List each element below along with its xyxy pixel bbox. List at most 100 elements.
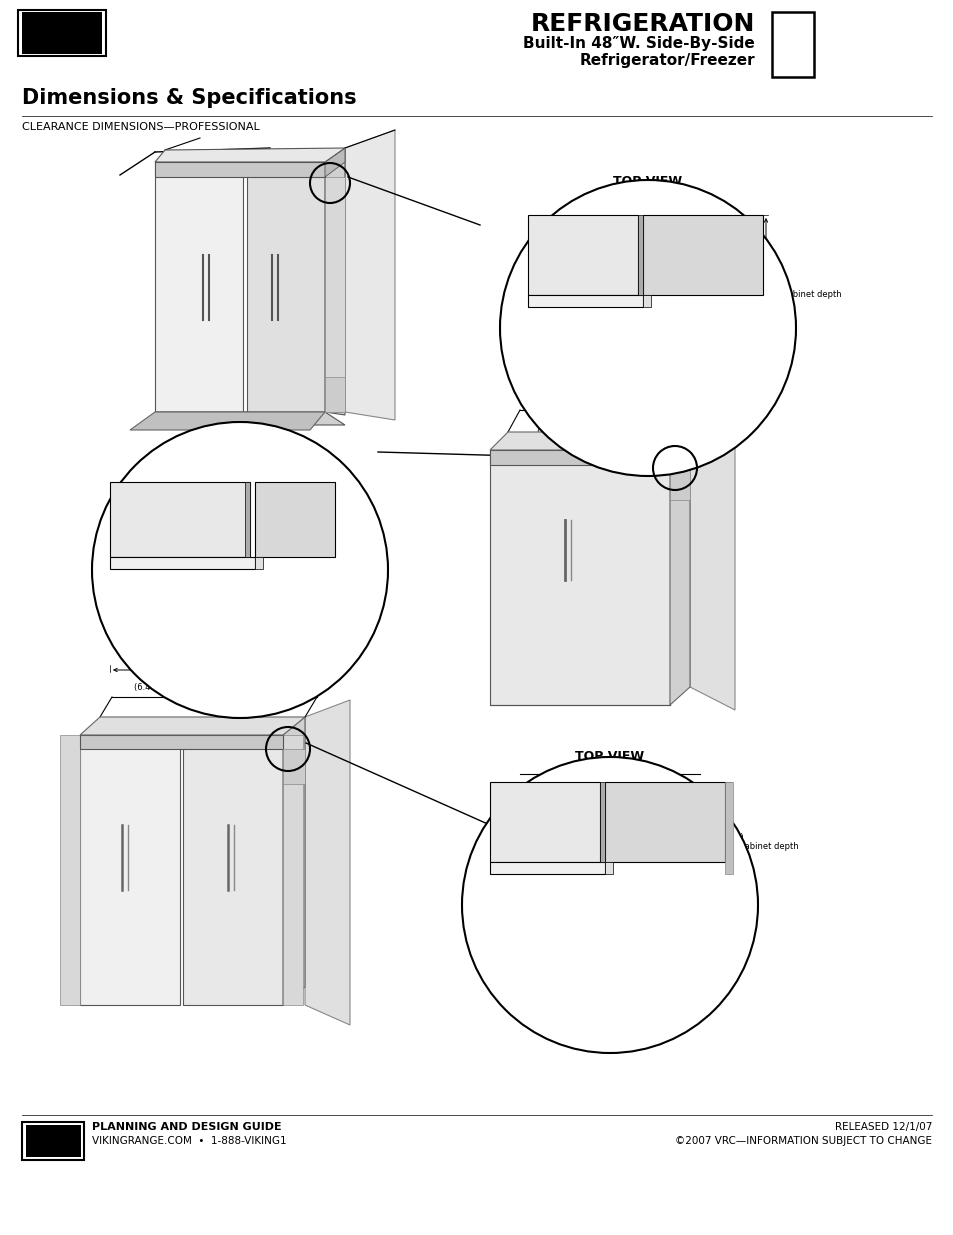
- Circle shape: [499, 180, 795, 475]
- Text: 3/4″: 3/4″: [272, 529, 294, 538]
- Polygon shape: [130, 412, 325, 430]
- Bar: [325, 177, 345, 412]
- Bar: [490, 862, 604, 874]
- Text: 3/4″: 3/4″: [665, 303, 688, 312]
- Bar: [80, 735, 283, 748]
- Text: 24″: 24″: [742, 268, 763, 282]
- Bar: [154, 162, 325, 177]
- Text: Wall: Wall: [586, 762, 613, 772]
- Polygon shape: [689, 415, 734, 710]
- Bar: [254, 557, 263, 569]
- Text: PLANNING AND DESIGN GUIDE: PLANNING AND DESIGN GUIDE: [91, 1123, 281, 1132]
- Text: 2-1/2″: 2-1/2″: [552, 417, 583, 429]
- Text: cabinet depth is used: cabinet depth is used: [536, 247, 626, 256]
- Text: (6.4 cm) offset: (6.4 cm) offset: [503, 998, 565, 1007]
- Bar: [527, 295, 642, 308]
- Text: space if 24″ standard: space if 24″ standard: [536, 240, 624, 248]
- Bar: [724, 782, 732, 874]
- Text: Door: Door: [495, 974, 524, 986]
- Text: 1-13/16″: 1-13/16″: [262, 484, 311, 494]
- Text: (61.0 cm): (61.0 cm): [700, 832, 743, 842]
- Bar: [599, 782, 604, 862]
- Text: (1.9 cm): (1.9 cm): [665, 314, 703, 324]
- Bar: [26, 1125, 81, 1157]
- Bar: [490, 450, 669, 466]
- Text: RELEASED 12/1/07: RELEASED 12/1/07: [834, 1123, 931, 1132]
- Bar: [490, 782, 599, 862]
- Bar: [642, 295, 650, 308]
- Text: overhang: overhang: [692, 354, 735, 364]
- Text: VIKING: VIKING: [32, 20, 91, 35]
- Polygon shape: [669, 432, 689, 705]
- Text: CLEARANCE DIMENSIONS—PROFESSIONAL: CLEARANCE DIMENSIONS—PROFESSIONAL: [22, 122, 259, 132]
- Text: 24″: 24″: [115, 490, 136, 503]
- Bar: [283, 748, 305, 784]
- Text: (0.8 cm): (0.8 cm): [185, 585, 223, 594]
- Bar: [771, 12, 813, 77]
- Bar: [245, 482, 250, 557]
- Text: Countertop: Countertop: [692, 345, 743, 354]
- Circle shape: [461, 757, 758, 1053]
- Text: space if 24″ standard: space if 24″ standard: [262, 505, 351, 514]
- Text: PROFESSIONAL: PROFESSIONAL: [38, 37, 86, 42]
- Text: standard: standard: [115, 511, 152, 520]
- Bar: [604, 862, 613, 874]
- Text: cabinet depth is used: cabinet depth is used: [497, 814, 588, 823]
- Text: TOP VIEW: TOP VIEW: [205, 452, 274, 466]
- Text: PROFESSIONAL: PROFESSIONAL: [32, 1144, 73, 1149]
- Text: Refrigerator/Freezer: Refrigerator/Freezer: [578, 53, 754, 68]
- Text: (6.4 cm) offset: (6.4 cm) offset: [134, 683, 195, 692]
- Bar: [669, 466, 689, 500]
- Polygon shape: [490, 432, 689, 450]
- Text: TOP VIEW: TOP VIEW: [613, 175, 681, 188]
- Bar: [110, 482, 250, 557]
- Text: Partial overlay: Partial overlay: [664, 910, 729, 919]
- Text: Built-In 48″W. Side-By-Side: Built-In 48″W. Side-By-Side: [522, 36, 754, 51]
- Bar: [22, 12, 102, 54]
- Polygon shape: [80, 718, 305, 735]
- Text: cabinet door: cabinet door: [664, 920, 721, 929]
- Text: ©2007 VRC—INFORMATION SUBJECT TO CHANGE: ©2007 VRC—INFORMATION SUBJECT TO CHANGE: [675, 1136, 931, 1146]
- Text: Door: Door: [533, 412, 562, 424]
- Text: depth: depth: [115, 527, 139, 536]
- Text: VIKINGRANGE.COM  •  1-888-VIKING1: VIKINGRANGE.COM • 1-888-VIKING1: [91, 1136, 286, 1146]
- Text: 1-13/16″: 1-13/16″: [536, 219, 584, 228]
- Bar: [527, 215, 638, 295]
- Text: full end panel: full end panel: [629, 892, 687, 902]
- Text: (1.9 cm): (1.9 cm): [629, 884, 667, 893]
- Bar: [18, 10, 106, 56]
- Bar: [642, 215, 762, 295]
- Bar: [325, 377, 345, 412]
- Text: 2-1/2″: 2-1/2″: [149, 673, 181, 683]
- Bar: [22, 1123, 84, 1160]
- Bar: [110, 557, 254, 569]
- Text: 3/4″: 3/4″: [629, 873, 652, 883]
- Polygon shape: [305, 700, 350, 1025]
- Bar: [183, 735, 283, 1005]
- Bar: [154, 162, 243, 412]
- Text: TOP VIEW: TOP VIEW: [575, 750, 644, 763]
- Bar: [283, 735, 303, 1005]
- Bar: [254, 482, 335, 557]
- Polygon shape: [154, 148, 345, 162]
- Bar: [247, 162, 325, 412]
- Bar: [490, 450, 669, 705]
- Text: 5/16″: 5/16″: [185, 574, 214, 584]
- Text: 24″: 24″: [700, 820, 720, 832]
- Text: (1.9 cm): (1.9 cm): [272, 538, 310, 548]
- Text: VIKING: VIKING: [31, 1129, 74, 1139]
- Text: (61.0 cm): (61.0 cm): [742, 282, 786, 290]
- Text: Door: Door: [254, 640, 285, 650]
- Text: full end panel: full end panel: [272, 547, 330, 556]
- Text: 2-1/2″: 2-1/2″: [518, 988, 551, 998]
- Polygon shape: [283, 718, 305, 1005]
- Polygon shape: [325, 148, 345, 177]
- Bar: [80, 735, 180, 1005]
- Bar: [60, 735, 80, 1005]
- Text: standard cabinet depth: standard cabinet depth: [742, 290, 841, 299]
- Text: 1-13/16″: 1-13/16″: [497, 785, 546, 795]
- Polygon shape: [325, 148, 345, 415]
- Polygon shape: [154, 412, 345, 425]
- Text: full end panel: full end panel: [665, 322, 723, 331]
- Bar: [638, 215, 642, 295]
